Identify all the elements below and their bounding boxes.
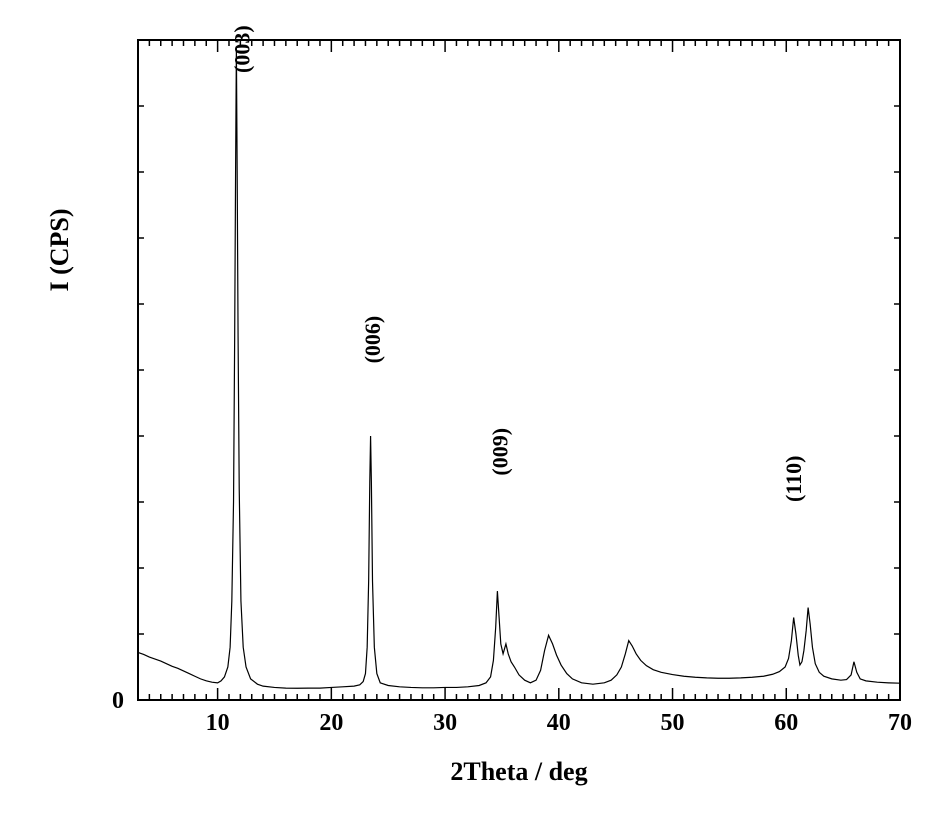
y-tick-label: 0: [112, 688, 124, 714]
x-tick-label: 10: [206, 710, 230, 736]
y-axis-label: I (CPS): [45, 208, 74, 291]
x-axis-label: 2Theta / deg: [450, 757, 587, 786]
x-tick-label: 20: [319, 710, 343, 736]
peak-label: (003): [229, 25, 254, 73]
x-tick-label: 40: [547, 710, 571, 736]
peak-label: (006): [360, 316, 385, 364]
peak-label: (009): [488, 428, 513, 476]
x-tick-label: 60: [774, 710, 798, 736]
peak-label: (110): [781, 456, 806, 502]
xrd-chart: 10 20 30 40 50 60 70 0 2Theta / deg I (CPS) (003) (…: [0, 0, 936, 816]
x-tick-label: 70: [888, 710, 912, 736]
x-tick-label: 30: [433, 710, 457, 736]
x-tick-label: 50: [661, 710, 685, 736]
chart-svg: 10 20 30 40 50 60 70 0 2Theta / deg I (CPS) (003) (…: [0, 0, 936, 816]
xrd-trace: [138, 47, 900, 689]
